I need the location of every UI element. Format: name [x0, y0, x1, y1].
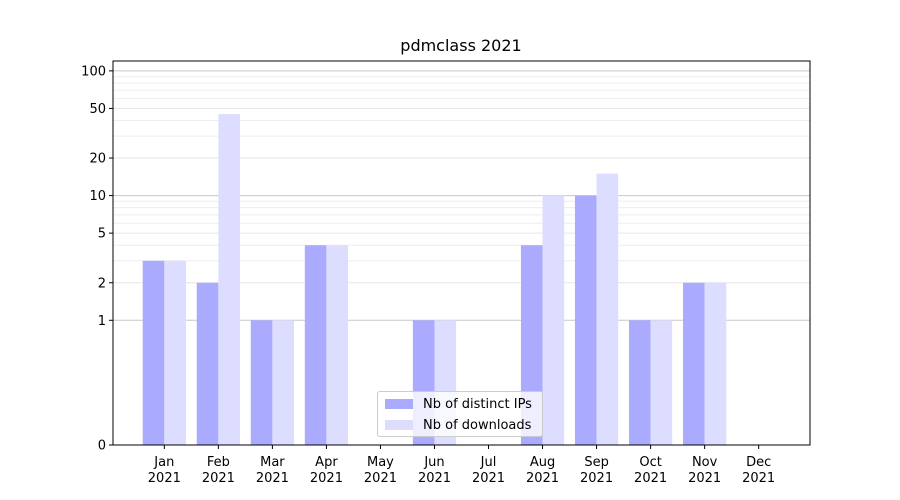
bar-downloads — [596, 173, 619, 445]
legend-label-downloads: Nb of downloads — [423, 417, 532, 433]
x-tick-label: Apr 2021 — [310, 455, 343, 486]
bar-ips — [628, 320, 651, 445]
y-tick-label: 10 — [89, 189, 106, 204]
legend-item-downloads: Nb of downloads — [385, 417, 531, 433]
bar-downloads — [164, 260, 186, 445]
x-tick-label: May 2021 — [364, 455, 397, 486]
legend-item-ips: Nb of distinct IPs — [385, 396, 532, 412]
y-tick-label: 0 — [98, 439, 106, 454]
bar-downloads — [542, 195, 565, 445]
y-tick-label: 50 — [89, 102, 106, 117]
legend-swatch-downloads — [385, 420, 413, 430]
bar-ips — [574, 195, 597, 445]
legend-swatch-ips — [385, 399, 413, 409]
x-tick-label: Feb 2021 — [202, 455, 235, 486]
chart-title: pdmclass 2021 — [400, 36, 521, 55]
legend: Nb of distinct IPs Nb of downloads — [377, 391, 543, 437]
bar-ips — [250, 320, 273, 445]
y-tick-label: 2 — [98, 276, 106, 291]
x-tick-label: Aug 2021 — [526, 455, 559, 486]
y-tick-label: 20 — [89, 152, 106, 167]
bar-downloads — [650, 320, 673, 445]
x-tick-label: Oct 2021 — [634, 455, 667, 486]
y-tick-label: 1 — [98, 314, 106, 329]
bar-ips — [142, 260, 165, 445]
x-tick-label: Jul 2021 — [472, 455, 505, 486]
plot-frame — [112, 60, 811, 446]
bar-downloads — [704, 282, 727, 445]
y-tick-label: 100 — [81, 64, 106, 79]
x-tick-label: Dec 2021 — [742, 455, 775, 486]
x-tick-label: Nov 2021 — [688, 455, 721, 486]
x-tick-label: Jun 2021 — [418, 455, 451, 486]
bar-ips — [304, 245, 327, 445]
x-tick-label: Jan 2021 — [148, 455, 181, 486]
x-tick-label: Mar 2021 — [256, 455, 289, 486]
bar-downloads — [326, 245, 349, 445]
bar-ips — [196, 282, 219, 445]
x-tick-label: Sep 2021 — [580, 455, 613, 486]
legend-label-ips: Nb of distinct IPs — [423, 396, 532, 412]
y-tick-label: 5 — [98, 227, 106, 242]
bar-ips — [683, 282, 705, 445]
bar-downloads — [272, 320, 295, 445]
bar-downloads — [218, 114, 240, 445]
axis-layer: 0 1 2 5 10 20 50 100 Jan 2021 Feb 2021 Mar 2021 Apr 202… — [81, 64, 775, 486]
